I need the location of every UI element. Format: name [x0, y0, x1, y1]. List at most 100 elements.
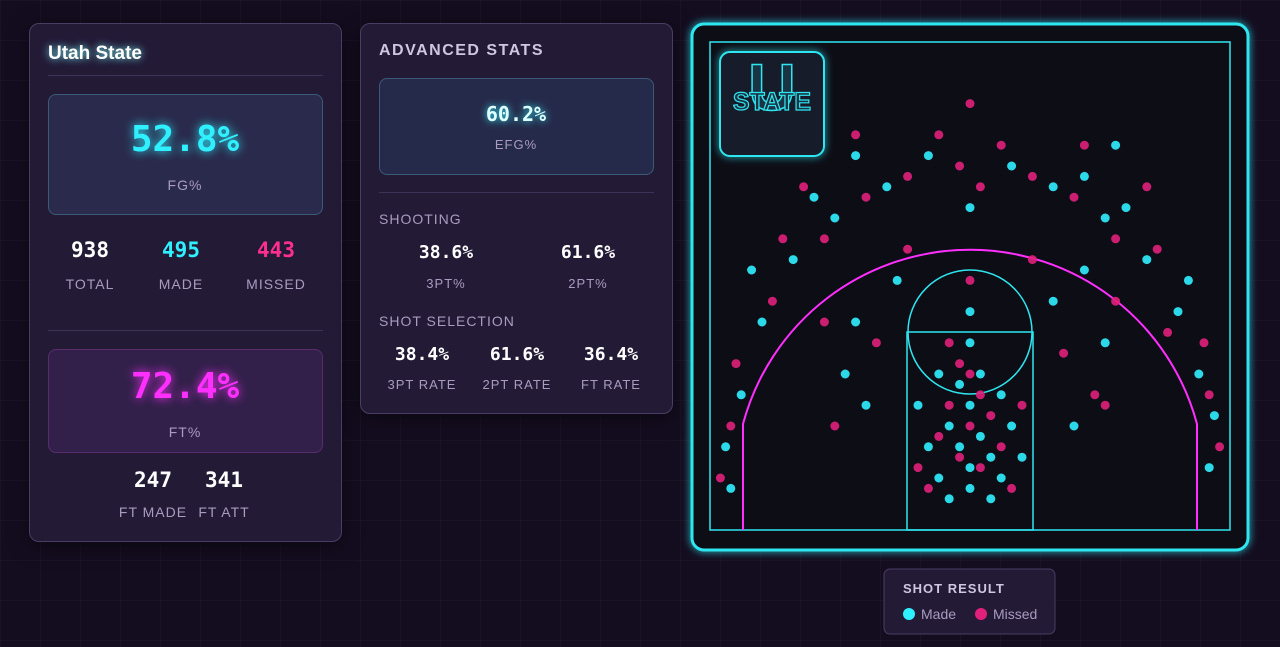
efg-value: 60.2% [485, 102, 547, 126]
shot-made [1007, 161, 1017, 171]
shot-made [944, 494, 954, 504]
shot-missed [965, 421, 975, 431]
shot-missed [1100, 400, 1110, 410]
ft-value: 72.4% [130, 366, 240, 407]
stat-value: 61.6% [489, 344, 545, 365]
shot-missed [778, 234, 788, 244]
legend-label: Made [921, 606, 956, 622]
shot-made [986, 494, 996, 504]
stat-value: 61.6% [560, 242, 616, 263]
shot-missed [1027, 171, 1037, 181]
stat-label: FT ATT [198, 504, 250, 520]
team-name: Utah State [48, 43, 142, 64]
team-panel: Utah State 52.8% FG% 938 TOTAL 495 MADE … [29, 23, 342, 542]
shot-made [965, 483, 975, 493]
shot-made [923, 442, 933, 452]
shot-made [851, 317, 861, 327]
section-title: SHOOTING [379, 211, 462, 227]
shot-missed [830, 421, 840, 431]
advanced-panel: ADVANCED STATS 60.2% EFG% SHOOTING 38.6%… [360, 23, 673, 414]
legend-swatch [975, 608, 987, 620]
shot-made [1121, 203, 1131, 213]
shot-missed [955, 359, 965, 369]
stat-label: MISSED [246, 276, 306, 292]
shot-missed [715, 473, 725, 483]
shot-made [1173, 307, 1183, 317]
shot-made [1069, 421, 1079, 431]
stat-value: 443 [257, 238, 295, 262]
ft-circle [907, 269, 1033, 395]
shot-missed [819, 234, 829, 244]
shot-missed [871, 338, 881, 348]
shot-made [1079, 171, 1089, 181]
shot-missed [799, 182, 809, 192]
shot-made [788, 255, 798, 265]
shot-missed [903, 244, 913, 254]
shot-missed [975, 182, 985, 192]
shot-made [809, 192, 819, 202]
shot-missed [996, 442, 1006, 452]
court-frame [690, 22, 1250, 552]
shot-missed [1163, 327, 1173, 337]
shot-made [830, 213, 840, 223]
shot-made [1142, 255, 1152, 265]
shot-missed [1111, 234, 1121, 244]
shot-made [975, 431, 985, 441]
shot-missed [944, 400, 954, 410]
legend-title: SHOT RESULT [903, 581, 1005, 596]
shot-made [923, 151, 933, 161]
shot-made [726, 483, 736, 493]
shot-made [1183, 275, 1193, 285]
shot-made [840, 369, 850, 379]
logo-box [719, 51, 825, 157]
shot-missed [913, 463, 923, 473]
shot-missed [955, 161, 965, 171]
shot-missed [1152, 244, 1162, 254]
shot-made [965, 307, 975, 317]
shot-missed [965, 369, 975, 379]
shot-missed [851, 130, 861, 140]
logo-letter: U [748, 50, 796, 124]
fg-value: 52.8% [130, 119, 240, 160]
shot-missed [1017, 400, 1027, 410]
shot-missed [903, 171, 913, 181]
stat-label: FT RATE [581, 377, 641, 392]
shot-missed [934, 431, 944, 441]
section-title: SHOT SELECTION [379, 313, 515, 329]
shot-missed [944, 338, 954, 348]
shot-missed [1142, 182, 1152, 192]
shot-made [1100, 338, 1110, 348]
shot-made [1204, 463, 1214, 473]
shot-made [882, 182, 892, 192]
shot-made [955, 442, 965, 452]
shot-missed [923, 483, 933, 493]
stat-label: 2PT% [568, 276, 608, 291]
stat-label: 2PT RATE [482, 377, 552, 392]
shot-dots [715, 99, 1225, 504]
shot-missed [1199, 338, 1209, 348]
stat-value: 38.4% [394, 344, 450, 365]
stat-label: TOTAL [65, 276, 115, 292]
stat-value: 247 [134, 468, 172, 492]
shot-made [736, 390, 746, 400]
legend-box [883, 568, 1056, 635]
shot-missed [1111, 296, 1121, 306]
shot-made [1079, 265, 1089, 275]
shot-missed [1059, 348, 1069, 358]
shot-made [975, 369, 985, 379]
fg-box [48, 94, 323, 215]
shot-missed [1007, 483, 1017, 493]
stat-value: 341 [205, 468, 243, 492]
stat-value: 938 [71, 238, 109, 262]
legend-label: Missed [993, 606, 1037, 622]
shot-made [861, 400, 871, 410]
shot-missed [1069, 192, 1079, 202]
three-point-line [742, 248, 1198, 530]
shot-made [747, 265, 757, 275]
paint [906, 331, 1034, 531]
stat-value: 38.6% [418, 242, 474, 263]
divider [48, 75, 323, 76]
stat-label: 3PT RATE [387, 377, 457, 392]
shot-missed [1027, 255, 1037, 265]
shot-missed [1079, 140, 1089, 150]
